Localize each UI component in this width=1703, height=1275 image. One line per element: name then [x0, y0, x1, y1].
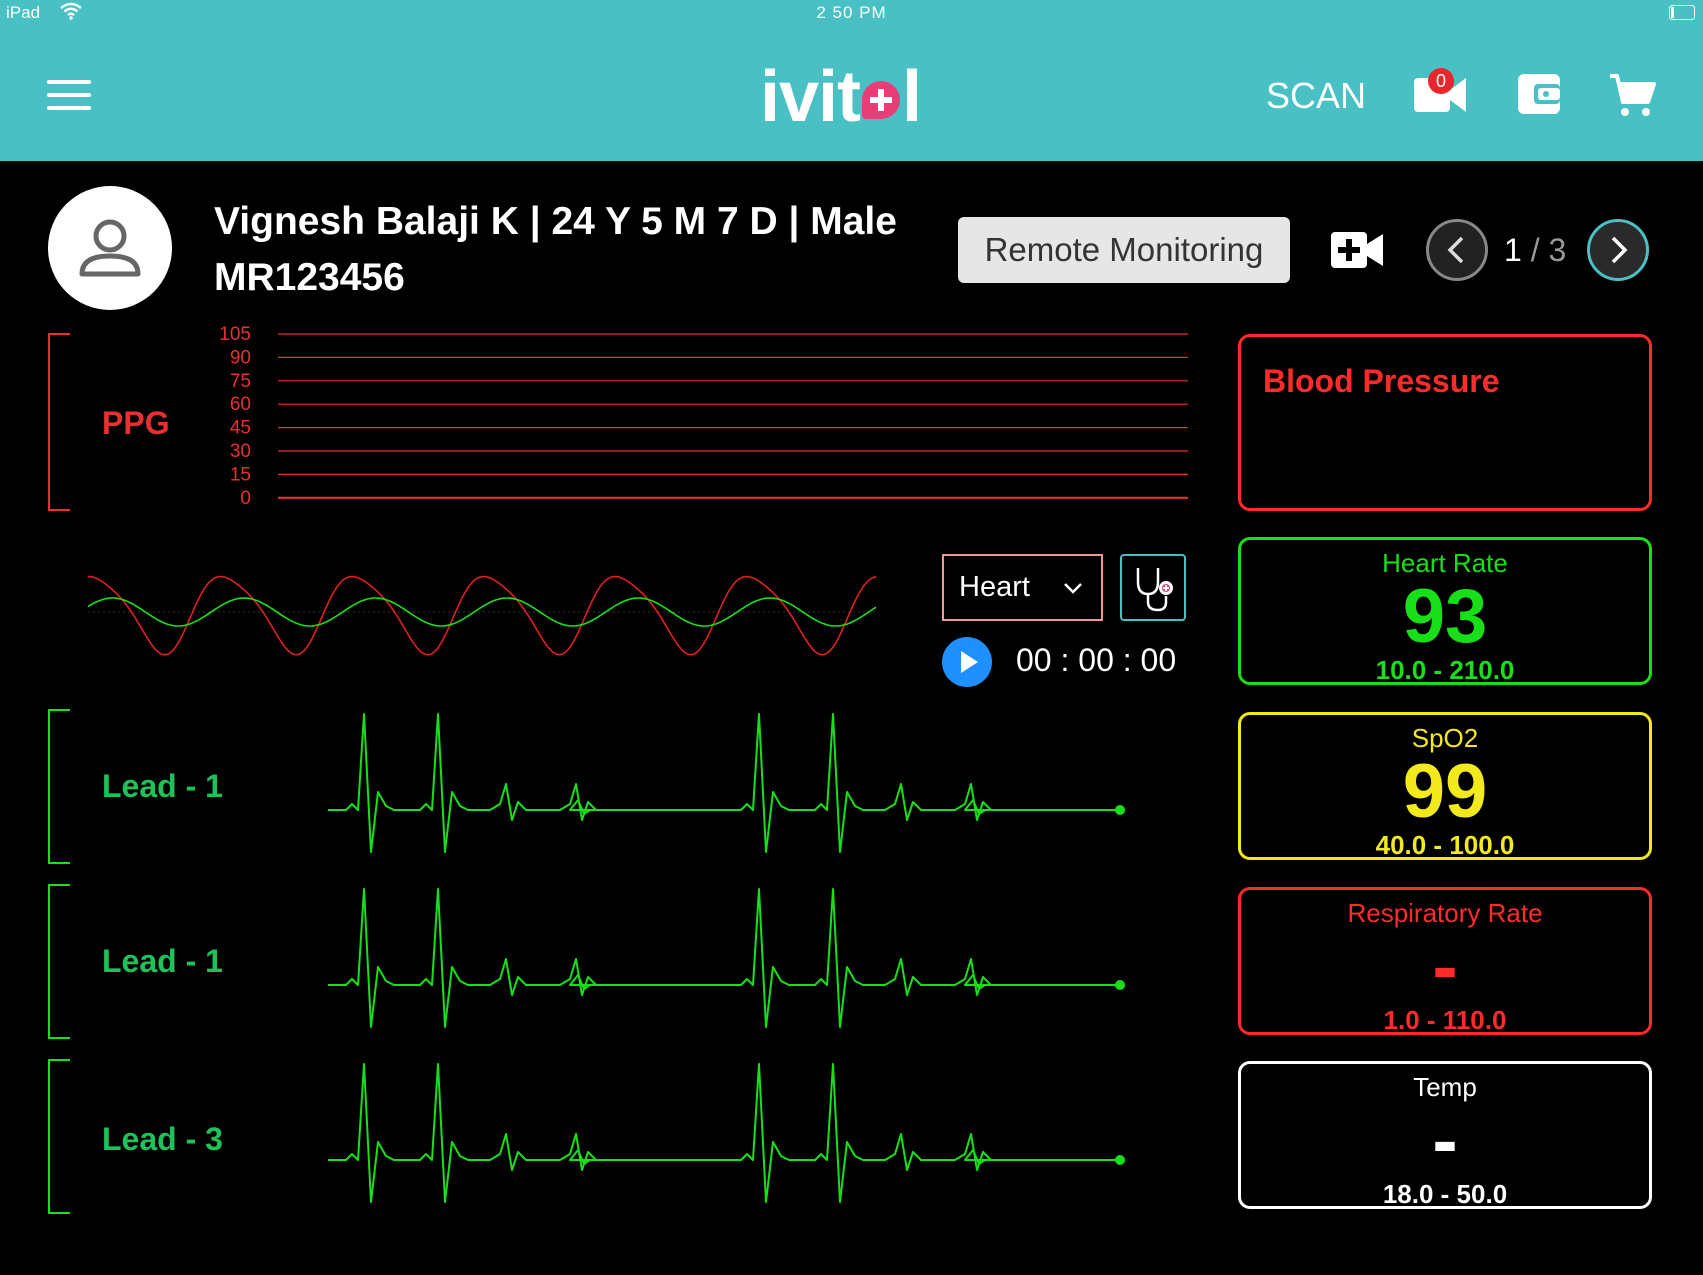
play-icon: [961, 651, 978, 673]
remote-monitoring-button[interactable]: Remote Monitoring: [958, 217, 1290, 283]
chevron-down-icon: [1064, 583, 1082, 594]
lead-3-bracket: [48, 1059, 70, 1214]
ecg-cursor-dot: [1115, 1155, 1125, 1165]
respiratory-rate-range: 1.0 - 110.0: [1383, 1005, 1507, 1035]
ppg-bracket: [48, 333, 70, 511]
notification-badge: 0: [1428, 68, 1454, 94]
respiratory-rate-value: -: [1432, 924, 1458, 1009]
spo2-value: 99: [1402, 749, 1488, 834]
respiratory-rate-title: Respiratory Rate: [1347, 898, 1543, 928]
ecg-trace: [328, 1063, 1120, 1203]
ecg-trace: [328, 888, 1120, 1028]
blood-pressure-card: Blood Pressure: [1238, 334, 1652, 511]
add-video-icon[interactable]: [1330, 230, 1384, 270]
temp-value: -: [1432, 1098, 1458, 1183]
prev-page-button[interactable]: [1426, 219, 1488, 281]
lead-1-label: Lead - 1: [102, 768, 223, 804]
wifi-icon: [60, 2, 82, 20]
lead-1-bracket: [48, 709, 70, 864]
chevron-left-icon: [1447, 236, 1464, 264]
ppg-tick-label: 15: [230, 464, 251, 485]
status-time: 2 50 PM: [816, 3, 887, 22]
heart-rate-value: 93: [1402, 574, 1488, 659]
ppg-tick-label: 0: [240, 488, 251, 509]
temp-range: 18.0 - 50.0: [1382, 1179, 1508, 1209]
user-icon: [79, 219, 141, 277]
stethoscope-button[interactable]: [1120, 554, 1186, 621]
heart-rate-card: Heart Rate 93 10.0 - 210.0: [1238, 537, 1652, 685]
lead-3-label: Lead - 3: [102, 1121, 223, 1157]
lead-2-ecg: [328, 888, 1125, 1028]
avatar: [48, 186, 172, 310]
lead-2-label: Lead - 1: [102, 943, 223, 979]
patient-mrn: MR123456: [214, 256, 405, 299]
stethoscope-icon: [1136, 568, 1173, 612]
page-indicator: 1 / 3: [1504, 232, 1566, 269]
heart-rate-range: 10.0 - 210.0: [1375, 655, 1515, 685]
ppg-waveform: [87, 575, 877, 656]
ecg-trace: [328, 713, 1120, 853]
temp-title: Temp: [1413, 1072, 1477, 1102]
ppg-tick-label: 75: [230, 371, 251, 392]
ppg-tick-label: 45: [230, 418, 251, 439]
page-current: 1: [1504, 232, 1522, 268]
ppg-tick-label: 60: [230, 394, 251, 415]
ecg-cursor-dot: [1115, 980, 1125, 990]
app-header: iPad 2 50 PM ivit l SCAN 0: [0, 0, 1703, 161]
patient-details: Vignesh Balaji K | 24 Y 5 M 7 D | Male: [214, 200, 897, 243]
signal-select-value: Heart: [959, 571, 1030, 603]
ppg-tick-label: 30: [230, 441, 251, 462]
spo2-card: SpO2 99 40.0 - 100.0: [1238, 712, 1652, 860]
carrier-label: iPad: [6, 3, 41, 22]
battery-icon: [1669, 5, 1695, 20]
status-bar: iPad 2 50 PM: [0, 0, 1703, 26]
page-total: 3: [1548, 232, 1567, 268]
heart-rate-title: Heart Rate: [1382, 548, 1508, 578]
wallet-icon[interactable]: [1516, 72, 1562, 116]
logo-text-suffix: l: [902, 57, 922, 137]
ppg-tick-label: 105: [219, 326, 251, 345]
lead-3-ecg: [328, 1063, 1125, 1203]
ppg-tick-label: 90: [230, 347, 251, 368]
cart-icon[interactable]: [1608, 72, 1656, 118]
logo-plus-icon: [862, 81, 901, 119]
waveform-green: [87, 597, 877, 627]
spo2-range: 40.0 - 100.0: [1375, 830, 1515, 860]
blood-pressure-title: Blood Pressure: [1263, 363, 1500, 399]
spo2-title: SpO2: [1411, 723, 1479, 753]
signal-select[interactable]: Heart: [942, 554, 1103, 621]
ppg-label: PPG: [102, 405, 170, 441]
lead-1-ecg: [328, 713, 1125, 853]
scan-button[interactable]: SCAN: [1266, 75, 1367, 116]
app-logo: ivit l: [760, 56, 922, 138]
play-button[interactable]: [942, 637, 992, 687]
chevron-right-icon: [1611, 236, 1628, 264]
respiratory-rate-card: Respiratory Rate - 1.0 - 110.0: [1238, 887, 1652, 1035]
logo-text-prefix: ivit: [760, 57, 861, 137]
next-page-button[interactable]: [1587, 219, 1649, 281]
lead-2-bracket: [48, 884, 70, 1039]
temp-card: Temp - 18.0 - 50.0: [1238, 1061, 1652, 1209]
ecg-cursor-dot: [1115, 805, 1125, 815]
recording-timer: 00 : 00 : 00: [1016, 642, 1177, 678]
menu-icon[interactable]: [47, 80, 91, 110]
page-separator: /: [1530, 232, 1540, 268]
waveform-red: [88, 575, 877, 656]
